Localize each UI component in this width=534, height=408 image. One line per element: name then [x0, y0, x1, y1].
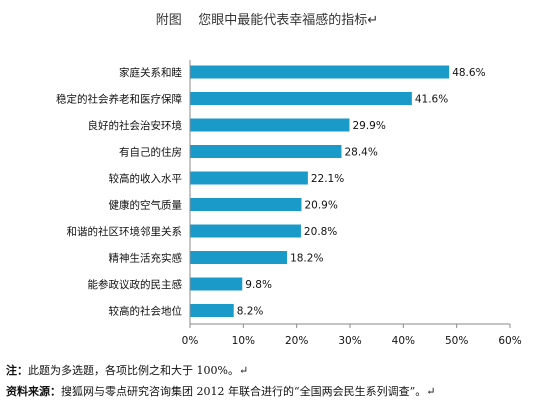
source-text: 搜狐网与零点研究咨询集团 2012 年联合进行的“全国两会民生系列调查”。↵ [61, 385, 436, 398]
category-label: 和谐的社区环境邻里关系 [67, 225, 183, 238]
x-tick-label: 60% [498, 335, 521, 347]
value-label: 48.6% [452, 67, 485, 79]
footnote-prefix: 注： [6, 364, 28, 377]
value-label: 29.9% [352, 120, 385, 132]
category-label: 精神生活充实感 [109, 252, 183, 265]
footnote-multiple-choice: 注：此题为多选题，各项比例之和大于 100%。↵ [6, 362, 248, 378]
bar-chart: 家庭关系和睦 48.6% 稳定的社会养老和医疗保障 41.6% 良好的社会治安环境 29.… [56, 60, 522, 347]
x-tick-label: 40% [392, 335, 415, 347]
category-label: 较高的社会地位 [109, 305, 183, 318]
value-label: 8.2% [237, 306, 264, 318]
bar [190, 171, 308, 185]
bar [190, 118, 350, 132]
source-prefix: 资料来源： [6, 385, 61, 398]
bar [190, 92, 412, 105]
x-tick-label: 10% [232, 335, 255, 347]
category-label: 稳定的社会养老和医疗保障 [56, 93, 182, 106]
value-label: 41.6% [415, 94, 448, 106]
value-label: 18.2% [290, 253, 323, 265]
category-label: 健康的空气质量 [109, 199, 183, 212]
value-label: 28.4% [344, 147, 377, 159]
value-label: 20.9% [304, 200, 337, 212]
bar [190, 277, 243, 291]
bars-layer: 家庭关系和睦 48.6% 稳定的社会养老和医疗保障 41.6% 良好的社会治安环境 29.… [56, 65, 486, 318]
category-label: 较高的收入水平 [109, 172, 183, 185]
bar [190, 145, 342, 158]
x-tick-label: 0% [182, 335, 199, 347]
bar [190, 224, 301, 238]
category-label: 能参政议政的民主感 [88, 278, 183, 291]
footnote-text: 此题为多选题，各项比例之和大于 100%。↵ [28, 364, 249, 377]
x-tick-label: 20% [285, 335, 308, 347]
bar [190, 251, 288, 264]
value-label: 9.8% [245, 279, 272, 291]
category-label: 良好的社会治安环境 [88, 119, 183, 132]
category-label: 有自己的住房 [119, 146, 182, 159]
chart-title: 附图 您眼中最能代表幸福感的指标↵ [155, 13, 379, 28]
footnote-source: 资料来源：搜狐网与零点研究咨询集团 2012 年联合进行的“全国两会民生系列调查… [6, 383, 435, 399]
value-label: 22.1% [311, 173, 344, 185]
bar [190, 65, 450, 79]
x-tick-label: 50% [445, 335, 468, 347]
x-tick-label: 30% [338, 335, 361, 347]
bar [190, 304, 234, 317]
bar [190, 198, 302, 211]
value-label: 20.8% [304, 226, 337, 238]
x-axis: 0% 10% 20% 30% 40% 50% 60% [182, 60, 522, 347]
category-label: 家庭关系和睦 [119, 66, 182, 79]
